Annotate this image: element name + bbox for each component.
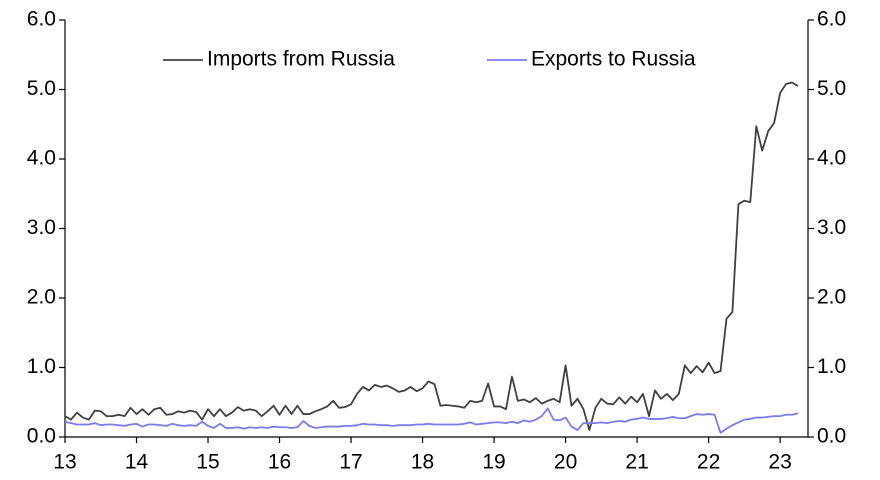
x-tick-label: 21 [625,451,648,474]
y2-tick-label: 1.0 [817,355,846,378]
series-line [64,407,799,434]
legend-label: Imports from Russia [207,48,395,71]
x-tick-label: 13 [53,451,76,474]
y-tick-label: 0.0 [27,425,56,448]
x-tick-label: 17 [339,451,362,474]
y-tick-label: 1.0 [27,355,56,378]
y-tick-label: 2.0 [27,286,56,309]
y-tick-label: 6.0 [27,8,56,31]
y2-tick-label: 0.0 [817,425,846,448]
x-tick-label: 16 [268,451,291,474]
y2-tick-label: 5.0 [817,77,846,100]
series-line [64,81,799,431]
x-tick-label: 23 [768,451,791,474]
y2-tick-label: 3.0 [817,216,846,239]
y2-tick-label: 6.0 [817,8,846,31]
x-tick-label: 14 [125,451,149,474]
x-tick-label: 15 [196,451,219,474]
y-tick-label: 5.0 [27,77,56,100]
legend-label: Exports to Russia [531,48,696,71]
x-tick-label: 20 [554,451,577,474]
x-tick-label: 22 [697,451,720,474]
y2-tick-label: 4.0 [817,147,846,170]
x-tick-label: 19 [482,451,505,474]
y2-tick-label: 2.0 [817,286,846,309]
x-tick-label: 18 [411,451,434,474]
y-tick-label: 3.0 [27,216,56,239]
y-tick-label: 4.0 [27,147,56,170]
